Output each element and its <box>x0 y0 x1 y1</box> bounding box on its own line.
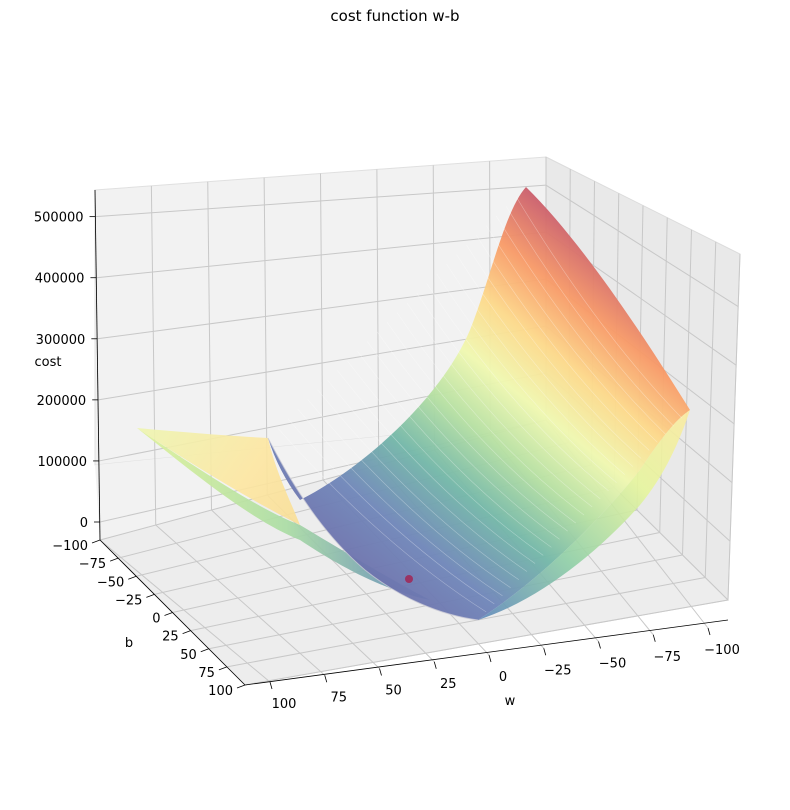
surface-band <box>297 408 503 597</box>
w-tick-mark <box>543 648 547 656</box>
z-axis-line <box>94 189 101 541</box>
b-tick-mark <box>236 684 246 689</box>
grid-line-b-side <box>704 241 717 578</box>
surface-band <box>376 331 568 532</box>
w-tick-mark <box>269 681 273 690</box>
b-tick-mark <box>200 648 209 653</box>
z-tick-label: 200000 <box>37 394 87 409</box>
b-tick-mark <box>164 612 173 616</box>
grid-line-b-side <box>682 229 692 556</box>
surface-band <box>277 428 487 613</box>
chart-title: cost function w-b <box>330 7 459 25</box>
y-axis-label: b <box>125 636 133 651</box>
b-tick-mark <box>182 630 191 634</box>
w-tick-mark <box>488 654 492 663</box>
b-tick-mark <box>128 575 137 580</box>
surface-band <box>446 264 625 475</box>
surface-bands <box>277 196 683 613</box>
w-tick-mark <box>652 634 656 642</box>
surface-band <box>476 235 650 451</box>
w-tick-mark <box>379 668 382 676</box>
z-tick-label: 300000 <box>36 333 86 348</box>
surface-band <box>366 341 560 540</box>
w-tick-mark <box>433 661 437 669</box>
b-tick-label: 100 <box>208 684 233 699</box>
w-tick-mark <box>598 641 601 649</box>
surface-band <box>505 206 674 427</box>
w-tick-label: −25 <box>544 663 571 678</box>
surface-right-flank <box>478 410 690 620</box>
z-axis-label: cost <box>35 355 62 370</box>
surface-band <box>317 389 519 580</box>
z-tick-label: 0 <box>80 516 88 531</box>
grid-line-w <box>99 539 271 683</box>
surface-band <box>406 302 593 508</box>
b-tick-label: 75 <box>198 666 215 681</box>
surface-band <box>466 244 642 459</box>
surface-band <box>486 225 658 443</box>
grid-line-w <box>266 494 435 663</box>
surface-back-edge <box>267 437 479 621</box>
surface-band <box>456 254 634 467</box>
grid-line-w <box>155 524 326 676</box>
surface-crease-flap <box>137 428 300 525</box>
x-axis-label: w <box>505 694 516 709</box>
grid-line-b-side <box>727 253 741 601</box>
cost-surface <box>137 187 690 621</box>
axis-ticks: 0 100000 200000 300000 400000 500000 −100 −75 −5… <box>34 211 740 712</box>
grid-line-w-back <box>376 169 380 466</box>
b-tick-label: −50 <box>97 575 124 590</box>
surface-band <box>357 350 552 548</box>
b-tick-label: −25 <box>115 593 142 608</box>
z-tick-label: 400000 <box>35 272 85 287</box>
surface-band <box>386 321 577 524</box>
b-tick-label: −75 <box>79 557 106 572</box>
w-tick-label: −75 <box>654 650 681 665</box>
surface-band <box>287 418 495 605</box>
minimum-point-marker <box>405 575 413 583</box>
grid-line-b <box>226 577 706 668</box>
w-tick-label: 0 <box>499 670 507 685</box>
w-tick-mark <box>707 627 711 636</box>
w-tick-label: 75 <box>330 690 347 705</box>
z-tick-label: 500000 <box>34 211 84 226</box>
b-tick-label: −100 <box>52 539 88 554</box>
w-tick-label: 50 <box>385 684 402 699</box>
surface-band <box>436 273 617 483</box>
surface-band <box>515 196 683 419</box>
grid-line-w-back <box>320 173 324 481</box>
b-tick-mark <box>91 539 101 544</box>
surface-band <box>396 312 585 516</box>
b-tick-mark <box>146 594 155 598</box>
surface-main <box>268 187 690 620</box>
b-tick-label: 0 <box>152 612 160 627</box>
w-tick-mark <box>324 675 328 683</box>
x-axis-line <box>244 619 729 686</box>
b-tick-label: 25 <box>162 630 179 645</box>
surface-band <box>495 215 666 435</box>
z-tick-label: 100000 <box>37 455 87 470</box>
w-tick-label: 100 <box>272 697 297 712</box>
b-tick-label: 50 <box>180 648 197 663</box>
grid-line-w <box>211 509 380 669</box>
w-tick-label: −50 <box>599 657 626 672</box>
surface-band <box>327 379 528 572</box>
w-tick-label: 25 <box>440 677 457 692</box>
grid-line-b <box>244 599 729 686</box>
b-tick-mark <box>218 666 228 671</box>
b-tick-mark <box>109 557 119 562</box>
surface-band <box>426 283 609 492</box>
surface-band <box>307 399 511 588</box>
w-tick-label: −100 <box>704 643 740 658</box>
surface-band <box>416 293 601 500</box>
surface-band <box>337 370 536 564</box>
grid-line-w-back <box>150 185 157 526</box>
surface-band <box>347 360 544 556</box>
